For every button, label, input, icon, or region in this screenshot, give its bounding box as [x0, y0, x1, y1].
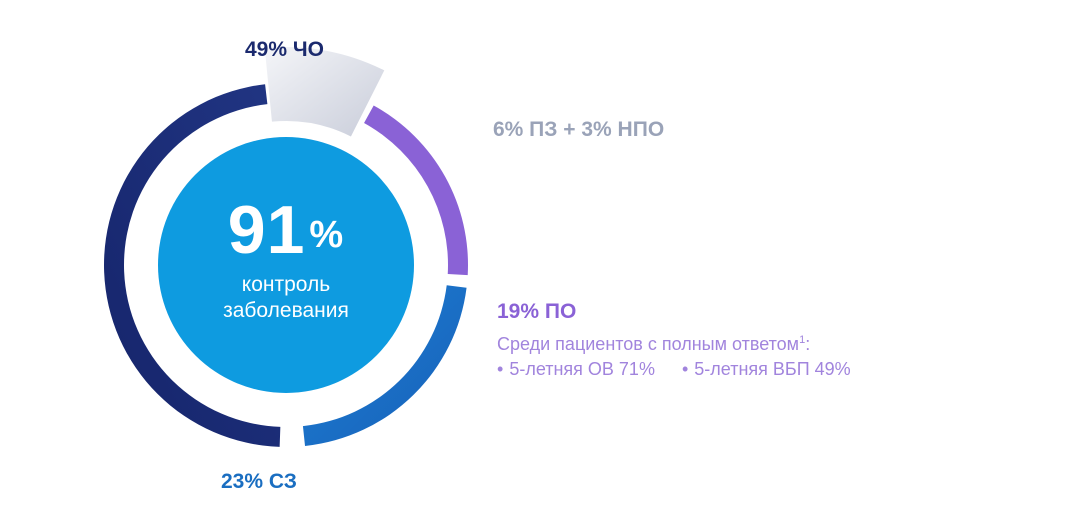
- slice-label-pz-npo: 6% ПЗ + 3% НПО: [493, 118, 665, 141]
- center-disc: [158, 137, 414, 393]
- po-bullet-os: 5-летняя ОВ 71%: [497, 359, 655, 379]
- center-unit: %: [309, 214, 345, 256]
- po-bullets: 5-летняя ОВ 71% 5-летняя ВБП 49%: [497, 357, 873, 382]
- center-value: 91%: [163, 196, 409, 264]
- center-caption-line2: заболевания: [223, 299, 349, 322]
- slice-label-sz: 23% СЗ: [221, 470, 297, 493]
- po-description: Среди пациентов с полным ответом1:: [497, 328, 873, 357]
- donut-slice-po: [364, 105, 468, 276]
- po-footnote: 1: [799, 334, 806, 346]
- donut-slice-pz_npo: [264, 47, 385, 137]
- center-caption-line1: контроль: [241, 273, 331, 296]
- po-colon: :: [805, 334, 811, 354]
- center-number: 91: [227, 192, 306, 268]
- center-label: 91% контроль заболевания: [163, 196, 409, 324]
- po-description-text: Среди пациентов с полным ответом: [497, 334, 800, 354]
- donut-slice-sz: [302, 285, 467, 447]
- slice-label-cho: 49% ЧО: [245, 38, 324, 61]
- donut-slice-cho: [103, 84, 281, 447]
- po-bullet-pfs: 5-летняя ВБП 49%: [682, 359, 851, 379]
- po-annotation: 19% ПО Среди пациентов с полным ответом1…: [497, 300, 873, 382]
- slice-label-po: 19% ПО: [497, 300, 577, 323]
